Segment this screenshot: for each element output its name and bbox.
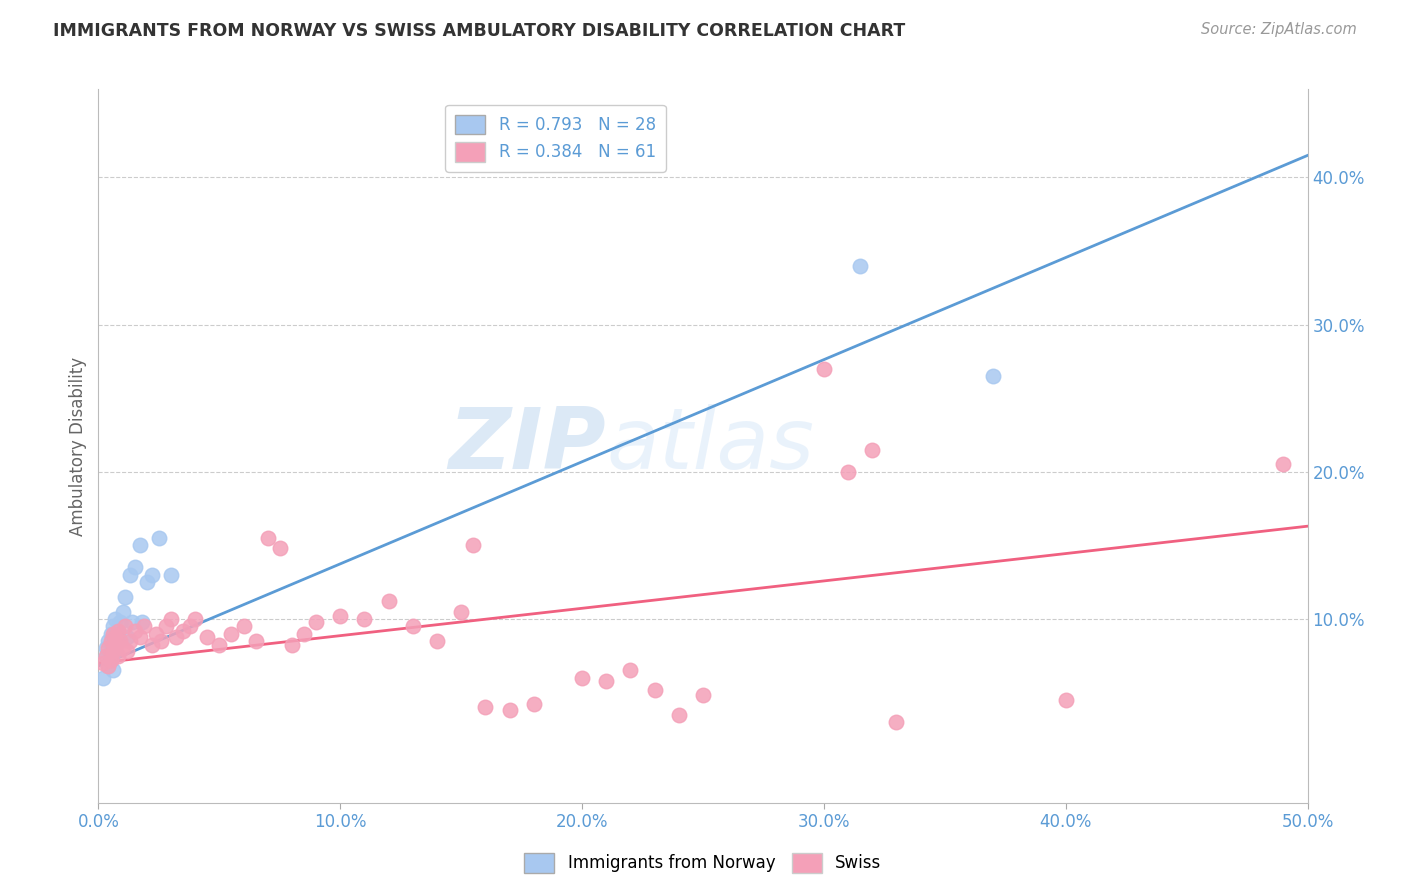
Point [305, 615, 328, 629]
Point [160, 567, 183, 582]
Point [97, 659, 120, 673]
Point [1272, 458, 1295, 472]
Text: Source: ZipAtlas.com: Source: ZipAtlas.com [1201, 22, 1357, 37]
Point [111, 641, 134, 656]
Point [668, 707, 690, 722]
Point [450, 605, 472, 619]
Point [256, 531, 278, 545]
Point [353, 612, 375, 626]
Point [107, 624, 129, 638]
Point [100, 653, 122, 667]
Point [813, 361, 835, 376]
Point [172, 624, 194, 638]
Point [91, 671, 114, 685]
Point [837, 465, 859, 479]
Point [692, 689, 714, 703]
Legend: Immigrants from Norway, Swiss: Immigrants from Norway, Swiss [517, 847, 889, 880]
Point [644, 682, 666, 697]
Point [619, 664, 641, 678]
Point [107, 624, 129, 638]
Point [281, 639, 304, 653]
Point [523, 697, 546, 711]
Point [155, 619, 177, 633]
Point [124, 624, 146, 638]
Point [145, 626, 167, 640]
Point [128, 630, 150, 644]
Point [474, 700, 496, 714]
Point [101, 626, 124, 640]
Point [1054, 693, 1077, 707]
Point [184, 612, 207, 626]
Point [208, 639, 231, 653]
Point [179, 619, 201, 633]
Point [571, 671, 593, 685]
Point [97, 634, 120, 648]
Point [111, 605, 134, 619]
Point [131, 615, 153, 629]
Point [195, 630, 218, 644]
Point [128, 538, 150, 552]
Point [232, 619, 254, 633]
Point [117, 644, 139, 658]
Text: IMMIGRANTS FROM NORWAY VS SWISS AMBULATORY DISABILITY CORRELATION CHART: IMMIGRANTS FROM NORWAY VS SWISS AMBULATO… [53, 22, 905, 40]
Point [135, 575, 157, 590]
Point [329, 609, 352, 624]
Point [160, 612, 183, 626]
Point [221, 626, 243, 640]
Y-axis label: Ambulatory Disability: Ambulatory Disability [69, 357, 87, 535]
Legend: R = 0.793   N = 28, R = 0.384   N = 61: R = 0.793 N = 28, R = 0.384 N = 61 [446, 104, 666, 171]
Point [97, 659, 120, 673]
Point [94, 648, 117, 663]
Point [94, 648, 117, 663]
Point [886, 714, 908, 729]
Point [121, 615, 143, 629]
Point [150, 634, 173, 648]
Text: atlas: atlas [606, 404, 814, 488]
Point [860, 442, 883, 457]
Point [124, 560, 146, 574]
Point [245, 634, 267, 648]
Point [849, 259, 872, 273]
Point [141, 639, 163, 653]
Point [165, 630, 187, 644]
Point [101, 644, 124, 658]
Point [107, 634, 129, 648]
Point [498, 703, 520, 717]
Point [108, 634, 131, 648]
Point [108, 615, 131, 629]
Point [104, 639, 127, 653]
Point [117, 630, 139, 644]
Point [114, 619, 136, 633]
Point [104, 630, 127, 644]
Point [100, 634, 122, 648]
Point [101, 664, 124, 678]
Point [114, 590, 136, 604]
Point [426, 634, 449, 648]
Point [148, 531, 170, 545]
Point [104, 644, 127, 658]
Point [91, 656, 114, 670]
Point [981, 369, 1004, 384]
Point [292, 626, 315, 640]
Point [94, 641, 117, 656]
Text: ZIP: ZIP [449, 404, 606, 488]
Point [101, 619, 124, 633]
Point [595, 673, 617, 688]
Point [118, 634, 141, 648]
Point [141, 567, 163, 582]
Point [118, 567, 141, 582]
Point [100, 626, 122, 640]
Point [107, 648, 129, 663]
Point [104, 612, 127, 626]
Point [97, 641, 120, 656]
Point [100, 653, 122, 667]
Point [134, 619, 156, 633]
Point [402, 619, 425, 633]
Point [377, 594, 399, 608]
Point [463, 538, 485, 552]
Point [269, 541, 291, 556]
